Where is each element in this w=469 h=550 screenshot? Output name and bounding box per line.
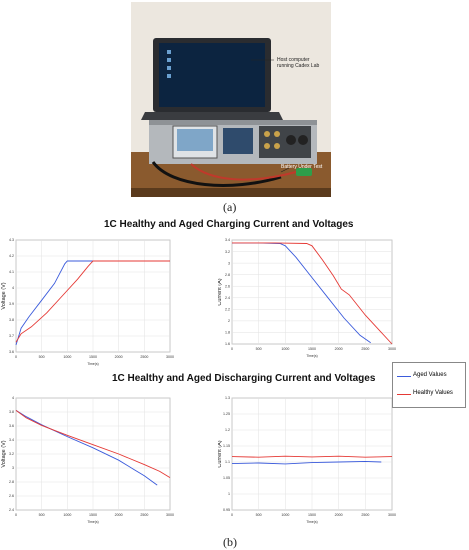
y-tick-label: 1.8 xyxy=(225,331,230,335)
discharging-current-chart: 0 500 1000 1500 2000 2500 3000 0.95 1 1.05 1.1 1.15… xyxy=(218,396,396,524)
healthy-swatch xyxy=(397,394,411,395)
x-tick-label: 500 xyxy=(256,347,262,351)
x-tick-label: 2500 xyxy=(140,513,148,517)
series-line-healthy xyxy=(15,410,171,478)
x-tick-label: 500 xyxy=(39,355,45,359)
series-line-healthy xyxy=(232,242,393,345)
y-axis-label: Voltage (V) xyxy=(1,282,7,309)
y-tick-label: 2 xyxy=(228,319,230,323)
x-tick-label: 0 xyxy=(15,355,17,359)
x-tick-label: 1000 xyxy=(281,347,289,351)
y-tick-label: 4.3 xyxy=(9,238,14,242)
y-tick-label: 3.6 xyxy=(9,424,14,428)
y-tick-label: 3 xyxy=(12,466,14,470)
x-tick-label: 500 xyxy=(256,513,262,517)
series-line-aged xyxy=(15,410,158,486)
x-tick-label: 0 xyxy=(231,513,233,517)
y-tick-label: 3.2 xyxy=(9,452,14,456)
discharging-section-title: 1C Healthy and Aged Discharging Current … xyxy=(112,373,376,384)
y-tick-label: 2.8 xyxy=(225,273,230,277)
y-tick-label: 2.6 xyxy=(225,284,230,288)
y-tick-label: 2.2 xyxy=(225,308,230,312)
x-tick-label: 500 xyxy=(39,513,45,517)
y-tick-label: 3.6 xyxy=(9,350,14,354)
x-tick-label: 3000 xyxy=(166,513,174,517)
y-tick-label: 3.2 xyxy=(225,250,230,254)
x-tick-label: 2500 xyxy=(361,347,369,351)
y-tick-label: 3.7 xyxy=(9,334,14,338)
lab-setup-illustration xyxy=(131,2,331,197)
charging-section-title: 1C Healthy and Aged Charging Current and… xyxy=(104,219,354,230)
x-tick-label: 3000 xyxy=(166,355,174,359)
x-tick-label: 2000 xyxy=(335,513,343,517)
y-tick-label: 4.1 xyxy=(9,270,14,274)
y-tick-label: 1.2 xyxy=(225,428,230,432)
y-tick-label: 1.3 xyxy=(225,396,230,400)
x-axis-label: Time(s) xyxy=(306,520,317,524)
y-tick-label: 3.4 xyxy=(9,438,14,442)
healthy-label: Healthy Values xyxy=(413,390,453,396)
series-line-healthy xyxy=(15,260,170,343)
y-tick-label: 1.25 xyxy=(223,412,230,416)
x-tick-label: 3000 xyxy=(388,513,396,517)
x-tick-label: 1500 xyxy=(89,513,97,517)
legend-item-aged: Aged Values xyxy=(397,372,463,382)
x-axis-label: Time(s) xyxy=(87,362,98,366)
y-tick-label: 4 xyxy=(12,396,14,400)
y-axis-label: Current (A) xyxy=(218,278,223,305)
x-tick-label: 1000 xyxy=(281,513,289,517)
x-axis-label: Time(s) xyxy=(87,520,98,524)
y-tick-label: 3 xyxy=(228,261,230,265)
y-tick-label: 3.9 xyxy=(9,302,14,306)
y-tick-label: 2.4 xyxy=(225,296,230,300)
x-tick-label: 3000 xyxy=(388,347,396,351)
charging-current-chart: 0 500 1000 1500 2000 2500 3000 1.6 1.8 2 2.2 2.4 2.6… xyxy=(218,238,396,358)
caption-a: (a) xyxy=(223,200,237,214)
y-tick-label: 2.8 xyxy=(9,480,14,484)
discharging-voltage-chart: 0 500 1000 1500 2000 2500 3000 2.4 2.6 2.8 3 3.2 3.4… xyxy=(1,396,174,524)
aged-swatch xyxy=(397,376,411,377)
y-tick-label: 2.4 xyxy=(9,508,14,512)
y-tick-label: 1.15 xyxy=(223,444,230,448)
y-tick-label: 1.05 xyxy=(223,476,230,480)
y-tick-label: 4 xyxy=(12,286,14,290)
x-axis-label: Time(s) xyxy=(306,354,317,358)
battery-label: Battery Under Test xyxy=(281,164,323,170)
x-tick-label: 0 xyxy=(231,347,233,351)
series-line-healthy xyxy=(231,455,393,458)
series-line-aged xyxy=(231,460,382,465)
lab-setup-photo: Host computer running Cadex Lab Battery … xyxy=(131,2,331,197)
x-tick-label: 2000 xyxy=(115,513,123,517)
y-tick-label: 1 xyxy=(228,492,230,496)
x-tick-label: 2000 xyxy=(115,355,123,359)
x-tick-label: 0 xyxy=(15,513,17,517)
x-tick-label: 2500 xyxy=(361,513,369,517)
charging-voltage-chart: 0 500 1000 1500 2000 2500 3000 3.6 3.7 3.8 3.9 4 4.1… xyxy=(1,238,174,366)
host-computer-label: Host computer running Cadex Lab xyxy=(277,57,320,69)
aged-label: Aged Values xyxy=(413,372,447,378)
y-axis-label: Current (A) xyxy=(218,440,223,467)
chart-legend: Aged Values Healthy Values xyxy=(392,362,466,408)
y-tick-label: 3.8 xyxy=(9,318,14,322)
x-tick-label: 1500 xyxy=(89,355,97,359)
caption-b: (b) xyxy=(223,535,237,549)
x-tick-label: 2500 xyxy=(140,355,148,359)
y-tick-label: 4.2 xyxy=(9,254,14,258)
x-tick-label: 1000 xyxy=(63,513,71,517)
y-tick-label: 1.1 xyxy=(225,460,230,464)
x-tick-label: 2000 xyxy=(335,347,343,351)
y-axis-label: Voltage (V) xyxy=(1,440,7,467)
x-tick-label: 1000 xyxy=(63,355,71,359)
y-tick-label: 0.95 xyxy=(223,508,230,512)
x-tick-label: 1500 xyxy=(308,513,316,517)
legend-item-healthy: Healthy Values xyxy=(397,390,463,400)
x-tick-label: 1500 xyxy=(308,347,316,351)
y-tick-label: 3.4 xyxy=(225,238,230,242)
y-tick-label: 2.6 xyxy=(9,494,14,498)
y-tick-label: 3.8 xyxy=(9,410,14,414)
y-tick-label: 1.6 xyxy=(225,342,230,346)
